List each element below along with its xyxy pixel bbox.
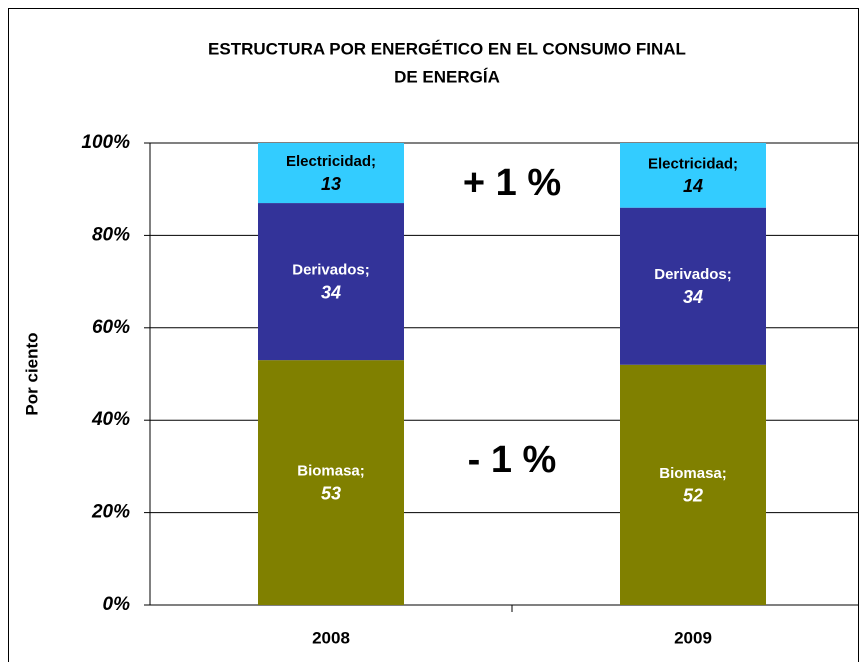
bar-segment [258,360,404,605]
annotation: + 1 % [463,162,561,204]
data-label: 52 [683,486,703,506]
bar-segment [258,143,404,204]
bar-segment [620,143,766,208]
y-tick-label: 60% [92,317,130,338]
data-label-name: Derivados; [654,266,732,283]
data-label-name: Electricidad; [286,153,376,170]
x-tick-label: 2008 [312,628,350,647]
data-label-name: Electricidad; [648,155,738,172]
chart-title: DE ENERGÍA [394,67,500,86]
y-axis-label: Por ciento [22,332,41,415]
data-label: 34 [683,287,703,307]
data-label-name: Derivados; [292,262,370,279]
data-label: 14 [683,176,703,196]
data-label: 53 [321,483,341,503]
y-tick-label: 100% [81,132,130,153]
bar-segment [620,364,766,605]
data-label: 34 [321,282,341,302]
data-label-name: Biomasa; [297,463,365,480]
data-label-name: Biomasa; [659,465,727,482]
chart-title: ESTRUCTURA POR ENERGÉTICO EN EL CONSUMO … [208,39,686,58]
bar-segment [620,207,766,365]
y-tick-label: 20% [91,502,130,523]
annotation: - 1 % [468,439,557,481]
y-tick-label: 40% [91,409,130,430]
data-label: 13 [321,174,341,194]
x-tick-label: 2009 [674,628,712,647]
bar-segment [258,203,404,361]
y-tick-label: 80% [92,224,130,245]
y-tick-label: 0% [103,594,131,615]
